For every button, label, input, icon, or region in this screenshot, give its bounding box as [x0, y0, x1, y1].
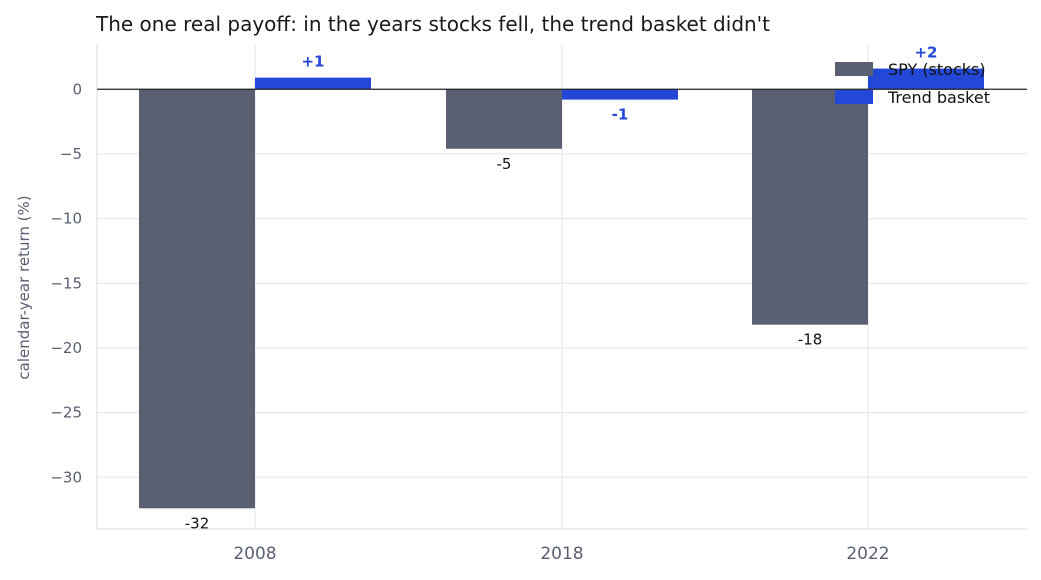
y-tick-label: 0 — [72, 80, 82, 98]
bar-trend-2018 — [562, 89, 678, 100]
data-label: +1 — [301, 53, 324, 71]
x-tick-label: 2018 — [540, 544, 583, 564]
x-tick-label: 2022 — [846, 544, 889, 564]
y-tick-label: −20 — [50, 339, 82, 357]
bar-spy-2008 — [139, 89, 255, 509]
bars — [139, 68, 984, 509]
y-tick-label: −30 — [50, 468, 82, 486]
x-tick-label: 2008 — [233, 544, 276, 564]
data-label: -1 — [612, 106, 629, 124]
legend-swatch — [835, 90, 873, 104]
bar-spy-2018 — [446, 89, 562, 149]
bar-trend-2022 — [868, 68, 984, 90]
data-label: -5 — [497, 155, 512, 173]
bar-trend-2008 — [255, 77, 371, 90]
y-tick-label: −15 — [50, 274, 82, 292]
data-labels: -32 -5 -18 +1 -1 +2 — [185, 44, 938, 533]
bar-spy-2022 — [752, 89, 868, 325]
axes: 0 −5 −10 −15 −20 −25 −30 2008 2018 2022 calendar-y… — [15, 44, 1027, 564]
y-tick-label: −10 — [50, 210, 82, 228]
data-label: -32 — [185, 514, 210, 532]
chart-title: The one real payoff: in the years stocks… — [96, 12, 771, 36]
legend: SPY (stocks) Trend basket — [835, 60, 990, 107]
legend-label: SPY (stocks) — [888, 60, 986, 79]
y-tick-label: −5 — [60, 145, 82, 163]
y-tick-label: −25 — [50, 404, 82, 422]
data-label: +2 — [914, 44, 937, 62]
y-axis-label: calendar-year return (%) — [15, 195, 33, 379]
legend-swatch — [835, 62, 873, 76]
data-label: -18 — [798, 331, 823, 349]
legend-label: Trend basket — [887, 88, 990, 107]
